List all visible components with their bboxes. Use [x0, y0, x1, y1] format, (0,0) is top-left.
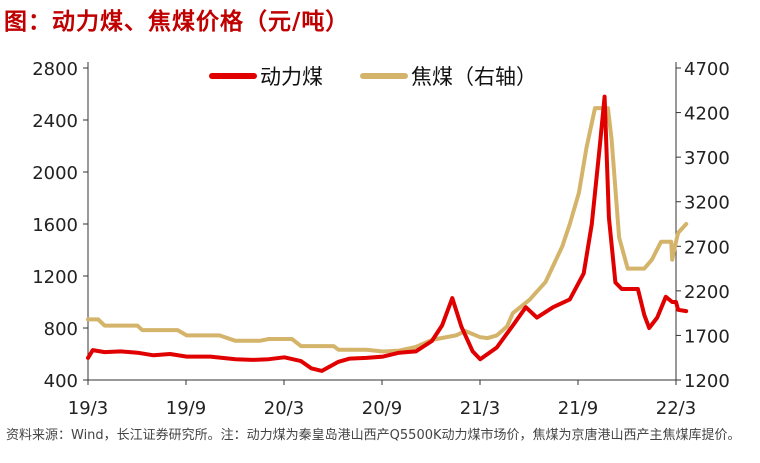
- y-right-ticks: 1200 1700 2200 2700 3200 3700 4200 4700: [676, 59, 730, 392]
- legend: 动力煤 焦煤（右轴）: [209, 65, 537, 89]
- y-right-tick-label: 1200: [684, 371, 730, 392]
- chart-title: 图：动力煤、焦煤价格（元/吨）: [4, 9, 350, 35]
- x-tick-label: 19/3: [68, 398, 108, 419]
- source-note: 资料来源：Wind，长江证券研究所。注：动力煤为秦皇岛港山西产Q5500K动力煤…: [6, 428, 741, 443]
- y-right-tick-label: 2200: [684, 282, 730, 303]
- y-left-tick-label: 2800: [32, 59, 78, 80]
- x-tick-label: 21/3: [460, 398, 500, 419]
- x-tick-label: 20/9: [362, 398, 402, 419]
- axes: [87, 62, 677, 381]
- y-right-tick-label: 4200: [684, 104, 730, 125]
- chart: 400 800 1200 1600 2000 2400 2800 1200 1700 2200 2…: [32, 59, 730, 419]
- y-right-tick-label: 3700: [684, 148, 730, 169]
- y-left-tick-label: 1200: [32, 267, 78, 288]
- x-tick-label: 19/9: [166, 398, 206, 419]
- x-tick-label: 22/3: [656, 398, 696, 419]
- y-left-tick-label: 1600: [32, 215, 78, 236]
- y-right-tick-label: 2700: [684, 237, 730, 258]
- x-tick-label: 20/3: [264, 398, 304, 419]
- x-ticks: 19/3 19/9 20/3 20/9 21/3 21/9 22/3: [68, 380, 696, 419]
- legend-label: 动力煤: [260, 65, 323, 89]
- y-left-tick-label: 400: [44, 371, 78, 392]
- y-right-tick-label: 1700: [684, 326, 730, 347]
- y-right-tick-label: 4700: [684, 59, 730, 80]
- y-left-tick-label: 2400: [32, 111, 78, 132]
- series-line-thermal-coal: [86, 94, 689, 373]
- series-group: [86, 94, 689, 373]
- legend-label: 焦煤（右轴）: [411, 65, 537, 89]
- y-right-tick-label: 3200: [684, 193, 730, 214]
- x-tick-label: 21/9: [558, 398, 598, 419]
- y-left-tick-label: 2000: [32, 163, 78, 184]
- y-left-tick-label: 800: [44, 319, 78, 340]
- y-left-ticks: 400 800 1200 1600 2000 2400 2800: [32, 59, 88, 392]
- series-line-coking-coal: [86, 106, 689, 354]
